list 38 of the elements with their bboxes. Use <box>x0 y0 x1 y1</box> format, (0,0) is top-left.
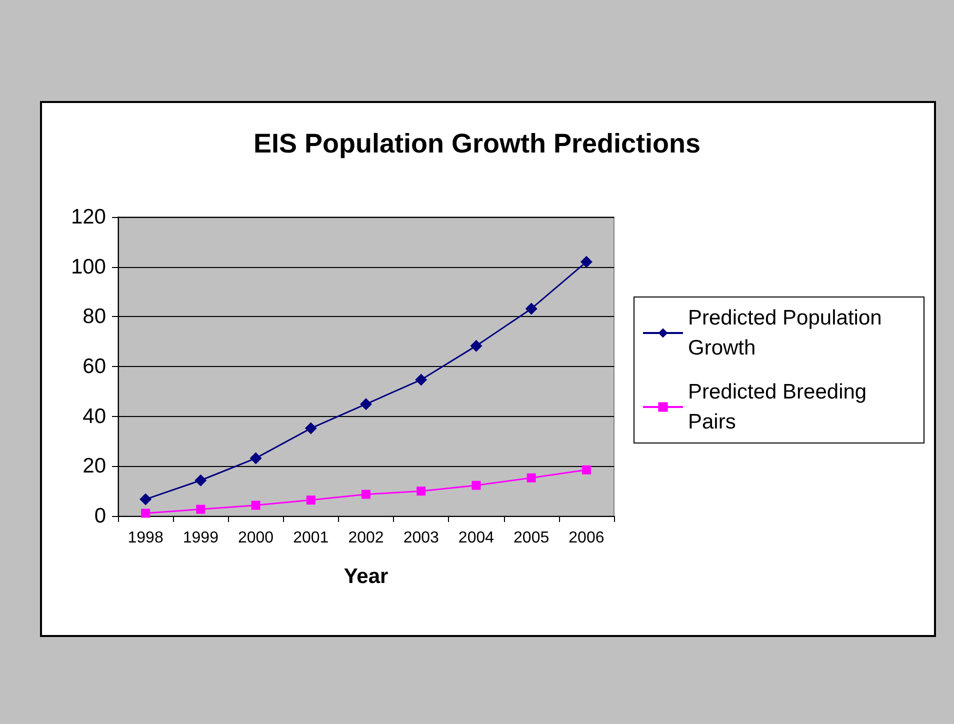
x-tick-label: 2002 <box>348 530 384 546</box>
legend-label: Predicted Breeding Pairs <box>688 380 872 434</box>
point <box>470 340 482 352</box>
point <box>582 465 591 474</box>
x-tick-label: 2006 <box>568 530 604 546</box>
point <box>415 374 428 386</box>
y-tick-label: 100 <box>70 255 106 278</box>
point <box>250 452 262 464</box>
point <box>251 500 260 510</box>
point <box>526 473 536 482</box>
y-tick-label: 80 <box>82 305 106 328</box>
x-tick-label: 1999 <box>182 530 219 546</box>
y-tick-label: 0 <box>94 504 106 528</box>
point <box>416 486 426 496</box>
x-tick-label: 2003 <box>403 530 440 546</box>
y-tick-label: 60 <box>82 355 106 378</box>
point <box>194 474 207 486</box>
x-axis-title: Year <box>344 565 388 588</box>
point <box>362 490 370 499</box>
point <box>472 480 481 490</box>
x-tick-label: 2004 <box>458 530 494 546</box>
x-tick-label: 2000 <box>238 530 274 546</box>
chart-title: EIS Population Growth Predictions <box>253 128 701 158</box>
x-tick-label: 1998 <box>128 530 164 546</box>
x-tick-label: 2005 <box>514 530 550 546</box>
point <box>196 504 206 514</box>
y-tick-label: 40 <box>82 404 106 428</box>
legend-label: Predicted Population Growth <box>688 306 888 360</box>
x-tick-label: 2001 <box>293 530 329 546</box>
point <box>141 508 150 518</box>
point <box>304 422 317 434</box>
y-tick-label: 120 <box>70 206 106 228</box>
point <box>306 496 316 505</box>
point <box>140 493 152 506</box>
y-tick-label: 20 <box>82 454 106 478</box>
point <box>580 256 592 268</box>
point <box>360 398 372 410</box>
point <box>525 302 538 315</box>
